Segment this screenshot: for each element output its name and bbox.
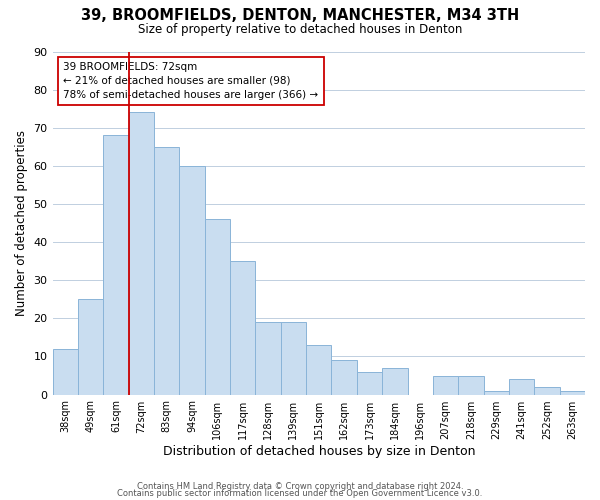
Bar <box>281 322 306 394</box>
Bar <box>509 380 534 394</box>
Bar <box>256 322 281 394</box>
Bar <box>78 300 103 394</box>
Bar <box>534 387 560 394</box>
Bar <box>103 136 128 394</box>
Bar <box>128 112 154 394</box>
Bar <box>560 391 585 394</box>
Text: Contains public sector information licensed under the Open Government Licence v3: Contains public sector information licen… <box>118 489 482 498</box>
Text: Size of property relative to detached houses in Denton: Size of property relative to detached ho… <box>138 22 462 36</box>
Bar <box>433 376 458 394</box>
Bar <box>230 261 256 394</box>
Bar <box>331 360 357 394</box>
Bar <box>382 368 407 394</box>
Y-axis label: Number of detached properties: Number of detached properties <box>15 130 28 316</box>
Text: 39 BROOMFIELDS: 72sqm
← 21% of detached houses are smaller (98)
78% of semi-deta: 39 BROOMFIELDS: 72sqm ← 21% of detached … <box>63 62 319 100</box>
Bar <box>179 166 205 394</box>
Bar <box>205 219 230 394</box>
Bar <box>484 391 509 394</box>
Text: Contains HM Land Registry data © Crown copyright and database right 2024.: Contains HM Land Registry data © Crown c… <box>137 482 463 491</box>
Bar <box>154 147 179 394</box>
Bar <box>53 349 78 395</box>
X-axis label: Distribution of detached houses by size in Denton: Distribution of detached houses by size … <box>163 444 475 458</box>
Bar <box>357 372 382 394</box>
Text: 39, BROOMFIELDS, DENTON, MANCHESTER, M34 3TH: 39, BROOMFIELDS, DENTON, MANCHESTER, M34… <box>81 8 519 22</box>
Bar <box>458 376 484 394</box>
Bar <box>306 345 331 395</box>
